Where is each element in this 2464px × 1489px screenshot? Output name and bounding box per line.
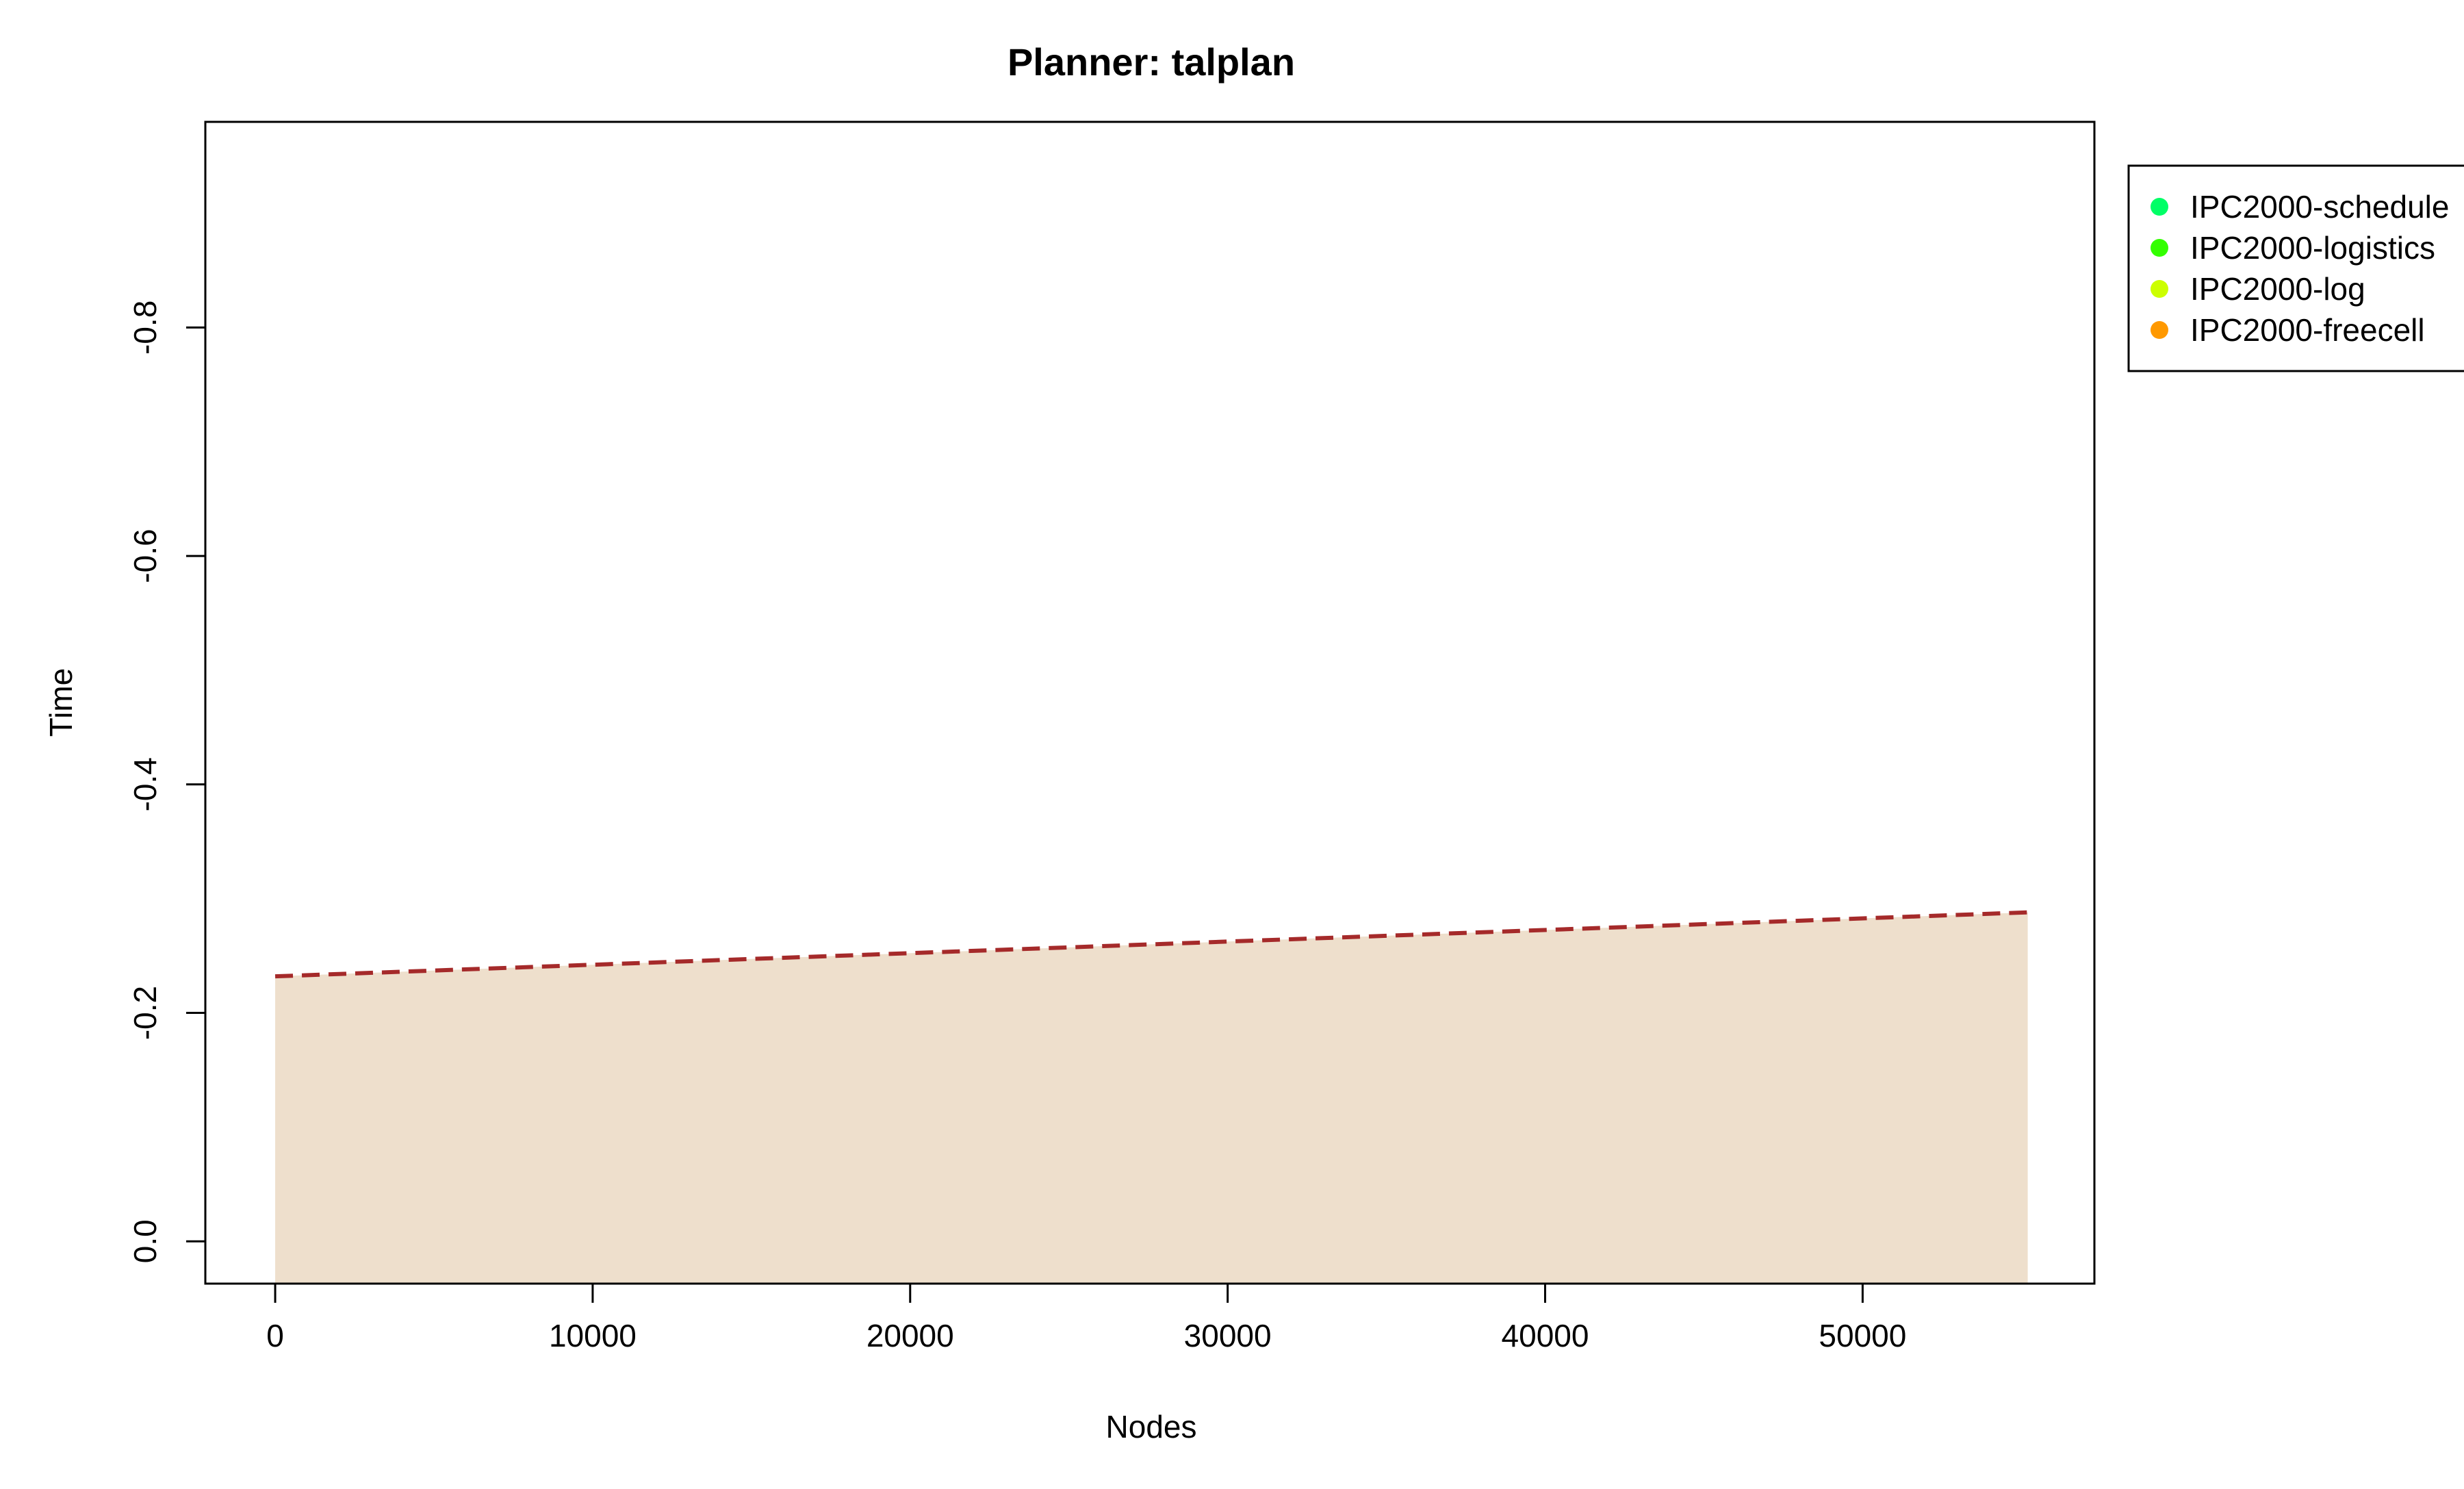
x-tick-label: 30000	[1184, 1318, 1272, 1353]
x-tick-label: 0	[266, 1318, 284, 1353]
area-layer	[275, 912, 2028, 1284]
y-tick-label: -0.8	[127, 301, 163, 355]
y-tick-label: -0.6	[127, 529, 163, 583]
legend-label: IPC2000-logistics	[2190, 230, 2435, 266]
legend: IPC2000-schedule IPC2000-logistics IPC2000…	[2127, 164, 2464, 372]
y-tick-label: -0.2	[127, 986, 163, 1040]
y-axis-label: Time	[43, 668, 79, 737]
x-axis: 0 10000 20000 30000 40000 50000	[266, 1282, 1906, 1353]
x-tick-label: 50000	[1819, 1318, 1906, 1353]
legend-marker	[2151, 321, 2168, 339]
x-tick-label: 20000	[867, 1318, 954, 1353]
legend-marker	[2151, 239, 2168, 257]
y-tick-label: 0.0	[127, 1219, 163, 1263]
x-tick-label: 10000	[549, 1318, 637, 1353]
legend-marker	[2151, 280, 2168, 298]
x-axis-label: Nodes	[1106, 1409, 1197, 1445]
legend-label: IPC2000-freecell	[2190, 312, 2425, 348]
legend-items: IPC2000-schedule IPC2000-logistics IPC2000…	[2151, 189, 2449, 348]
y-axis: 0.0 -0.2 -0.4 -0.6 -0.8	[127, 301, 207, 1263]
y-tick-label: -0.4	[127, 757, 163, 811]
legend-label: IPC2000-log	[2190, 271, 2365, 307]
legend-box	[2127, 164, 2464, 372]
legend-marker	[2151, 198, 2168, 216]
legend-label: IPC2000-schedule	[2190, 189, 2449, 225]
x-tick-label: 40000	[1502, 1318, 1589, 1353]
area-fill	[275, 912, 2028, 1284]
chart-title: Planner: talplan	[1008, 40, 1295, 84]
